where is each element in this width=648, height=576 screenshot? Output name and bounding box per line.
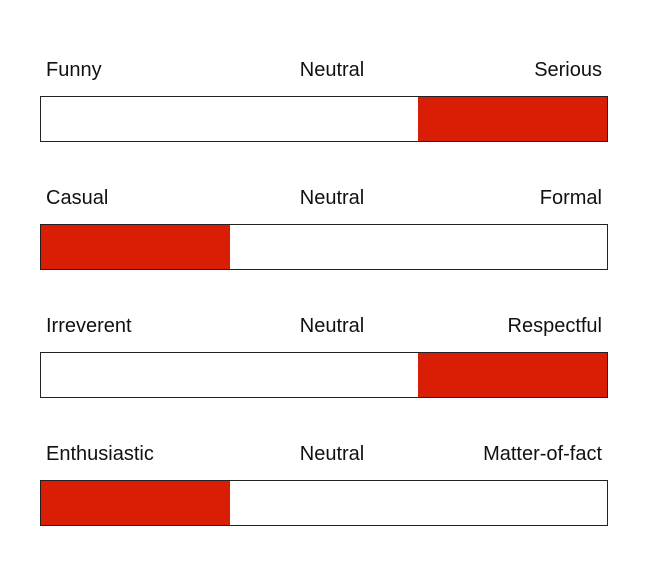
scale-right-label: Serious [534, 59, 602, 81]
scale-middle-label: Neutral [299, 315, 365, 337]
scale-middle-label: Neutral [299, 59, 365, 81]
scale-middle-label: Neutral [299, 187, 365, 209]
scale-selected-segment [418, 353, 607, 397]
scale-right-label: Matter-of-fact [483, 443, 602, 465]
scale-labels: Casual Neutral Formal [40, 186, 608, 224]
scale-right-label: Formal [539, 187, 602, 209]
scale-labels: Enthusiastic Neutral Matter-of-fact [40, 442, 608, 480]
scale-left-label: Funny [46, 59, 102, 81]
scale-left-label: Enthusiastic [46, 443, 154, 465]
scale-track[interactable] [40, 224, 608, 270]
scale-left-label: Casual [46, 187, 109, 209]
scale-track[interactable] [40, 352, 608, 398]
scale-irreverent-respectful: Irreverent Neutral Respectful [40, 314, 608, 414]
scale-right-label: Respectful [507, 315, 603, 337]
scale-left-label: Irreverent [46, 315, 132, 337]
scale-middle-label: Neutral [299, 443, 365, 465]
scale-selected-segment [41, 481, 230, 525]
scale-enthusiastic-matter-of-fact: Enthusiastic Neutral Matter-of-fact [40, 442, 608, 542]
scale-track[interactable] [40, 96, 608, 142]
scale-funny-serious: Funny Neutral Serious [40, 58, 608, 158]
scale-casual-formal: Casual Neutral Formal [40, 186, 608, 286]
scale-labels: Irreverent Neutral Respectful [40, 314, 608, 352]
scale-labels: Funny Neutral Serious [40, 58, 608, 96]
scale-selected-segment [41, 225, 230, 269]
scale-selected-segment [418, 97, 607, 141]
scale-track[interactable] [40, 480, 608, 526]
